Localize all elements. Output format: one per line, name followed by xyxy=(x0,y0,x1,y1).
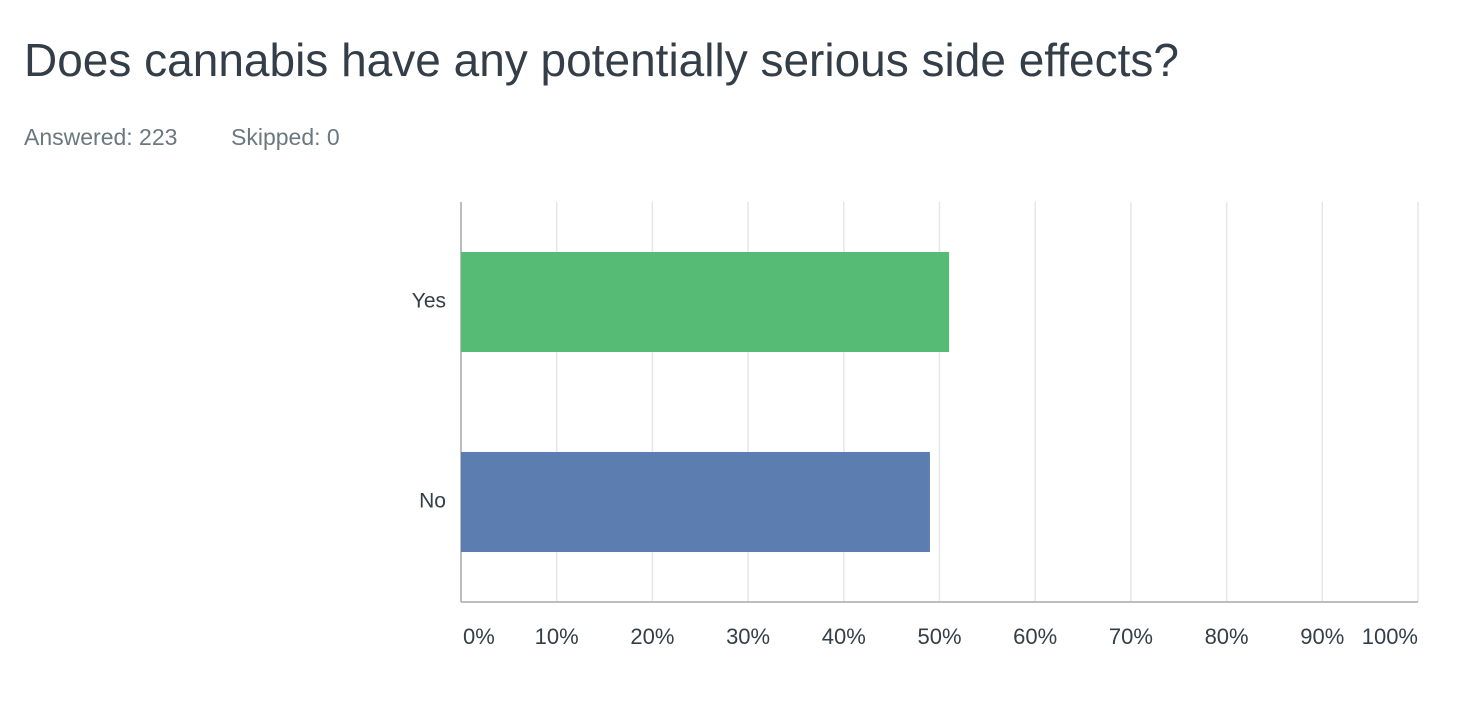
x-tick-label: 30% xyxy=(726,624,770,649)
chart-title: Does cannabis have any potentially serio… xyxy=(24,34,1179,86)
x-tick-label: 80% xyxy=(1205,624,1249,649)
bar xyxy=(461,252,950,352)
skipped-count: Skipped: 0 xyxy=(231,124,340,150)
bar xyxy=(461,452,930,552)
x-tick-label: 40% xyxy=(822,624,866,649)
x-tick-label: 100% xyxy=(1362,624,1418,649)
answered-count: Answered: 223 xyxy=(24,124,177,150)
y-tick-label: No xyxy=(419,490,446,513)
y-tick-label: Yes xyxy=(412,290,446,313)
x-tick-label: 0% xyxy=(463,624,495,649)
x-tick-label: 90% xyxy=(1300,624,1344,649)
x-tick-label: 20% xyxy=(630,624,674,649)
x-tick-label: 50% xyxy=(917,624,961,649)
x-tick-label: 70% xyxy=(1109,624,1153,649)
x-tick-label: 60% xyxy=(1013,624,1057,649)
x-tick-label: 10% xyxy=(535,624,579,649)
